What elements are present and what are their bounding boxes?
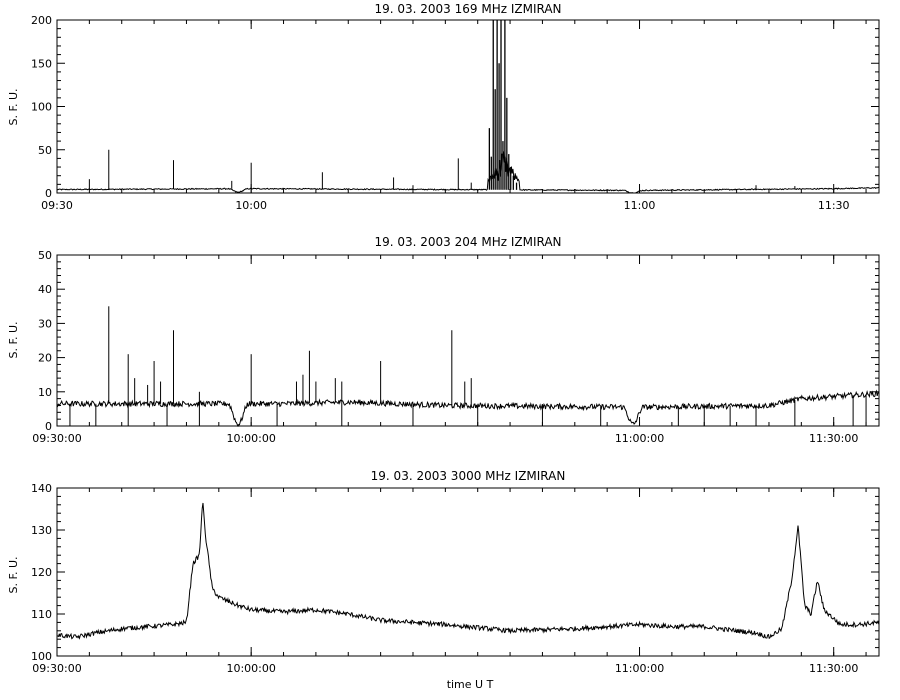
- panel-3000mhz: 19. 03. 2003 3000 MHz IZMIRAN S. F. U. t…: [7, 469, 880, 691]
- ytick-label: 120: [31, 566, 52, 579]
- series-line: [56, 389, 880, 428]
- xtick-label: 11:00:00: [615, 432, 664, 445]
- ytick-label: 40: [38, 283, 52, 296]
- panel-3000mhz-title: 19. 03. 2003 3000 MHz IZMIRAN: [371, 469, 566, 483]
- ytick-label: 10: [38, 386, 52, 399]
- xtick-label: 11:30:00: [809, 432, 858, 445]
- xtick-label: 09:30: [41, 199, 73, 212]
- series-line: [56, 502, 880, 640]
- ytick-label: 200: [31, 14, 52, 27]
- ytick-label: 140: [31, 482, 52, 495]
- xtick-label: 09:30:00: [32, 662, 81, 675]
- panel-169mhz: 19. 03. 2003 169 MHz IZMIRAN S. F. U. 0 5…: [7, 2, 880, 212]
- ytick-label: 20: [38, 352, 52, 365]
- ytick-label: 150: [31, 57, 52, 70]
- ytick-label: 130: [31, 524, 52, 537]
- panel-169mhz-ylabel: S. F. U.: [7, 88, 20, 125]
- ytick-label: 30: [38, 317, 52, 330]
- panel-204mhz-frame: [56, 254, 880, 427]
- panel-169mhz-title: 19. 03. 2003 169 MHz IZMIRAN: [374, 2, 561, 16]
- panel-169mhz-ticks: 0 50 100 150 200 09:30 10:00 11:00 11:30: [31, 14, 879, 212]
- panel-3000mhz-xlabel: time U T: [447, 678, 494, 691]
- xtick-label: 10:00: [235, 199, 267, 212]
- panel-3000mhz-ylabel: S. F. U.: [7, 556, 20, 593]
- xtick-label: 11:00:00: [615, 662, 664, 675]
- xtick-label: 11:00: [624, 199, 656, 212]
- xtick-label: 11:30: [818, 199, 850, 212]
- ytick-label: 0: [45, 420, 52, 433]
- xtick-label: 11:30:00: [809, 662, 858, 675]
- xtick-label: 10:00:00: [226, 432, 275, 445]
- xtick-label: 09:30:00: [32, 432, 81, 445]
- ytick-label: 50: [38, 249, 52, 262]
- panel-3000mhz-frame: [56, 487, 880, 657]
- ytick-label: 100: [31, 101, 52, 114]
- panel-204mhz-marks: [56, 306, 880, 428]
- panel-3000mhz-ticks: 100 110 120 130 140 09:30:00 10:00:00 11:00:00 1…: [31, 482, 879, 675]
- panel-204mhz-ylabel: S. F. U.: [7, 321, 20, 358]
- ytick-label: 110: [31, 608, 52, 621]
- panel-204mhz-ticks: 0 10 20 30 40 50 09:30:00 10:00:00 11:00:00 11:30…: [32, 249, 879, 445]
- xtick-label: 10:00:00: [226, 662, 275, 675]
- panel-204mhz-title: 19. 03. 2003 204 MHz IZMIRAN: [374, 235, 561, 249]
- ytick-label: 50: [38, 144, 52, 157]
- panel-169mhz-frame: [56, 19, 880, 194]
- ytick-label: 100: [31, 650, 52, 663]
- panel-204mhz: 19. 03. 2003 204 MHz IZMIRAN S. F. U. 0 1…: [7, 235, 880, 445]
- panel-169mhz-marks: [56, 20, 879, 194]
- ytick-label: 0: [45, 187, 52, 200]
- series-line: [56, 150, 879, 194]
- panel-3000mhz-marks: [56, 502, 880, 640]
